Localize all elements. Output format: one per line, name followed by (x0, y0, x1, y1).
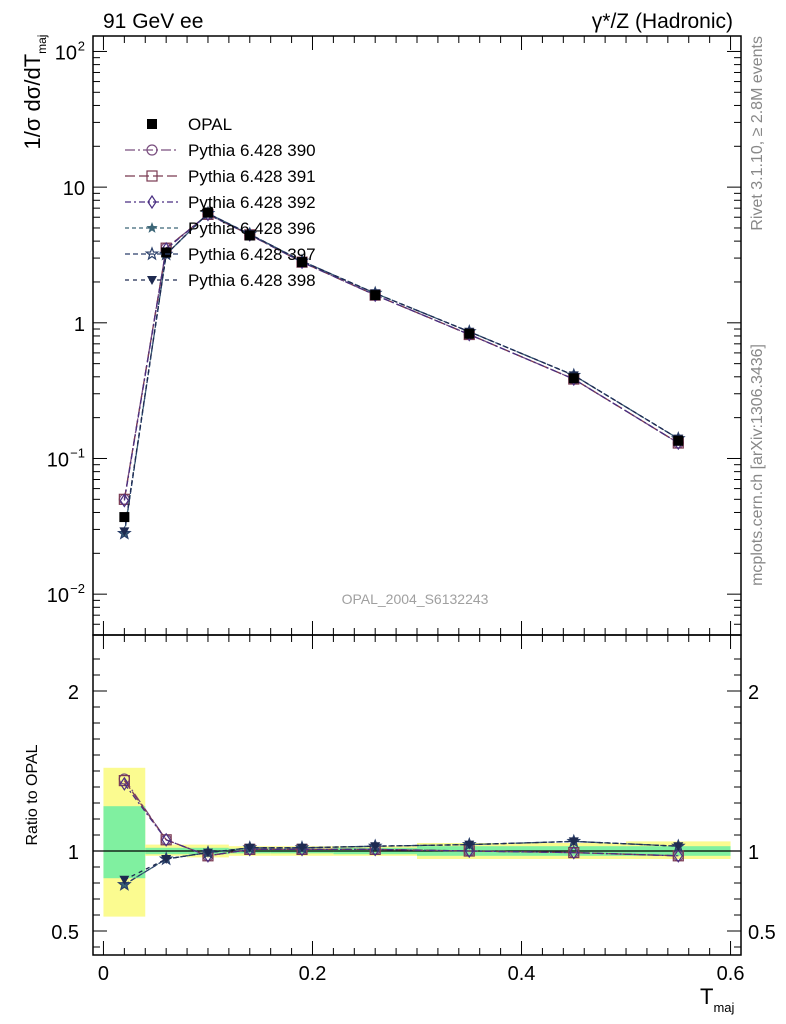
main-series-line (123, 212, 679, 532)
legend-label: Pythia 6.428 392 (188, 193, 316, 212)
ratio-y-axis-label: Ratio to OPAL (24, 744, 41, 845)
data-point (146, 144, 158, 156)
data-point (464, 840, 475, 850)
x-tick-label: 0.6 (717, 963, 745, 985)
data-point (116, 876, 132, 891)
x-tick-label: 0 (98, 963, 109, 985)
data-point (119, 776, 130, 791)
legend-label: Pythia 6.428 398 (188, 271, 316, 290)
data-point (147, 276, 157, 285)
data-point (146, 222, 158, 233)
ratio-y-tick-label: 0.5 (51, 922, 79, 944)
y-tick-label: 10 (47, 449, 69, 471)
data-point (568, 373, 579, 384)
mcplots-label: mcplots.cern.ch [arXiv:1306.3436] (749, 344, 766, 586)
legend-label: Pythia 6.428 391 (188, 167, 316, 186)
data-point (202, 848, 213, 858)
data-point (568, 837, 579, 847)
legend: OPAL Pythia 6.428 390 Pythia 6.428 391 Pyth… (125, 115, 316, 290)
data-point (118, 774, 130, 787)
data-point (370, 290, 381, 301)
y-axis-label: 1/σ dσ/dTmaj (20, 35, 49, 150)
x-axis-label-sub: maj (713, 1000, 734, 1015)
data-point (464, 328, 475, 339)
ratio-uncertainty-bands (93, 767, 741, 917)
y-tick-label: 1 (74, 314, 85, 336)
y-tick-label-exponent: 2 (78, 38, 85, 53)
ratio-y-tick-label-right: 1 (748, 842, 759, 864)
ratio-panel (92, 634, 742, 956)
data-point (119, 493, 130, 508)
y-tick-label-exponent: −2 (70, 581, 85, 596)
data-point (244, 843, 255, 853)
y-tick-label: 10 (63, 178, 85, 200)
analysis-id-label: OPAL_2004_S6132243 (342, 591, 489, 607)
data-point (147, 194, 157, 210)
x-tick-label: 0.4 (508, 963, 536, 985)
ratio-series-line (123, 783, 679, 857)
ratio-plot-frame (92, 634, 742, 956)
legend-label: Pythia 6.428 397 (188, 245, 316, 264)
legend-label: Pythia 6.428 396 (188, 219, 316, 238)
main-series-line (123, 213, 679, 501)
header-right-label: γ*/Z (Hadronic) (592, 10, 733, 33)
legend-label: Pythia 6.428 390 (188, 141, 316, 160)
legend-label: OPAL (188, 115, 232, 134)
data-point (297, 257, 308, 268)
data-point (202, 207, 213, 218)
x-axis-label: Tmaj (700, 984, 735, 1015)
main-series-group (116, 205, 686, 540)
data-point (147, 119, 157, 129)
data-point (673, 842, 684, 852)
ratio-y-tick-label-right: 2 (748, 682, 759, 704)
x-tick-label: 0.2 (299, 963, 327, 985)
data-point (144, 246, 160, 261)
data-point (297, 843, 308, 853)
ratio-band-inner (103, 806, 146, 879)
ratio-y-tick-label: 1 (68, 842, 79, 864)
y-tick-label-exponent: −1 (70, 445, 85, 460)
data-point (244, 230, 255, 241)
y-axis-label-sub: maj (35, 35, 49, 54)
y-tick-label: 10 (47, 585, 69, 607)
y-tick-label: 10 (55, 42, 77, 64)
data-point (673, 435, 684, 446)
data-point (673, 848, 684, 863)
data-point (119, 512, 130, 523)
data-point (146, 170, 158, 182)
ratio-series-group (116, 773, 686, 891)
ratio-y-tick-label: 2 (68, 682, 79, 704)
rivet-version-label: Rivet 3.1.10, ≥ 2.8M events (749, 36, 766, 231)
data-point (119, 527, 130, 537)
data-point (119, 875, 130, 885)
y-axis-label-main: 1/σ dσ/dT (20, 54, 45, 150)
data-point (161, 247, 172, 258)
ratio-y-tick-label-right: 0.5 (748, 922, 776, 944)
header-left-label: 91 GeV ee (103, 10, 203, 33)
data-point (370, 842, 381, 852)
data-point (161, 832, 171, 847)
data-point (569, 845, 579, 860)
x-axis-label-main: T (700, 984, 713, 1009)
data-point (161, 855, 172, 864)
